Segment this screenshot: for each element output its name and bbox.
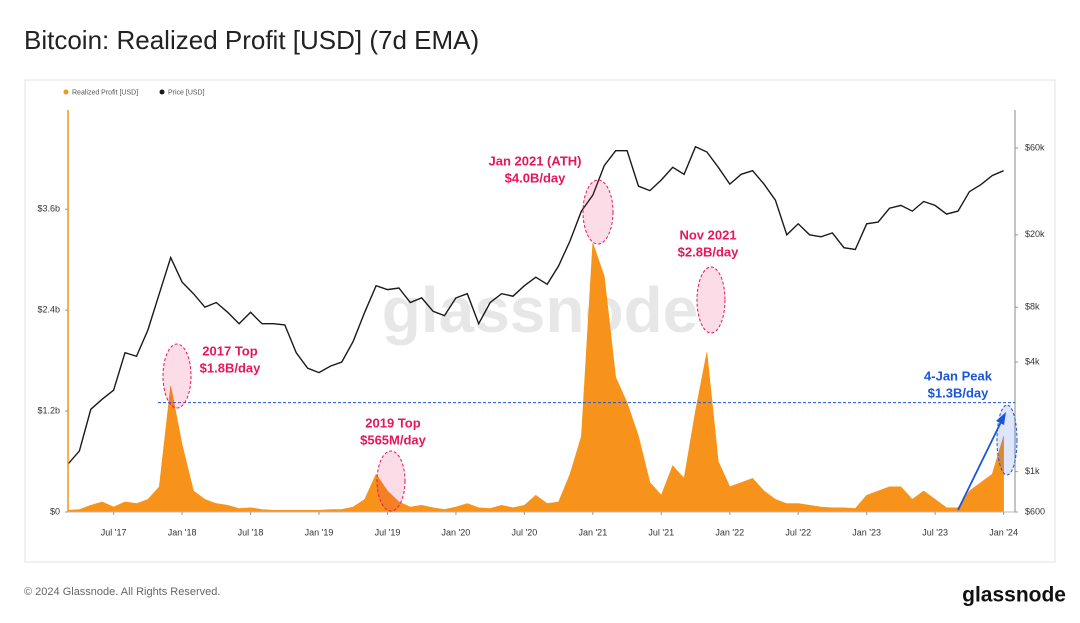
profit-area: [67, 242, 1004, 513]
annotation-ellipse: [582, 179, 614, 245]
annotation-text: $1.8B/day: [200, 360, 261, 375]
x-tick-label: Jul '20: [512, 527, 538, 537]
x-tick-label: Jul '18: [238, 527, 264, 537]
y-tick-label: $1.2b: [37, 405, 60, 415]
x-tick-label: Jan '21: [578, 527, 607, 537]
annotation-text: 4-Jan Peak: [924, 368, 993, 383]
annotation-ellipse: [996, 404, 1018, 476]
y2-tick-label: $8k: [1025, 302, 1040, 312]
copyright: © 2024 Glassnode. All Rights Reserved.: [24, 586, 220, 598]
annotation-text: $4.0B/day: [505, 170, 566, 185]
annotation-text: Jan 2021 (ATH): [489, 153, 582, 168]
annotation-arrowhead: [996, 412, 1006, 425]
annotation-text: $2.8B/day: [678, 244, 739, 259]
x-tick-label: Jan '19: [305, 527, 334, 537]
y-tick-label: $0: [50, 506, 60, 516]
legend-swatch: [63, 89, 69, 95]
annotation-arrow: [957, 421, 1002, 511]
x-tick-label: Jan '23: [852, 527, 881, 537]
annotation-text: Nov 2021: [679, 227, 736, 242]
legend-swatch: [159, 89, 165, 95]
y2-tick-label: $20k: [1025, 229, 1045, 239]
x-tick-label: Jan '22: [715, 527, 744, 537]
y2-tick-label: $4k: [1025, 356, 1040, 366]
watermark: glassnode: [382, 274, 699, 346]
legend-label: Realized Profit [USD]: [72, 89, 138, 96]
x-tick-label: Jul '17: [101, 527, 127, 537]
x-tick-label: Jul '23: [922, 527, 948, 537]
x-tick-label: Jan '24: [989, 527, 1018, 537]
chart-title: Bitcoin: Realized Profit [USD] (7d EMA): [24, 25, 479, 55]
annotation-text: 2019 Top: [365, 415, 420, 430]
y-tick-label: $2.4b: [37, 305, 60, 315]
annotation-ellipse: [376, 450, 406, 512]
y2-tick-label: $60k: [1025, 142, 1045, 152]
footer-logo: glassnode: [962, 584, 1066, 607]
y2-tick-label: $600: [1025, 506, 1045, 516]
x-tick-label: Jul '19: [375, 527, 401, 537]
y-tick-label: $3.6b: [37, 204, 60, 214]
annotation-text: 2017 Top: [202, 343, 257, 358]
annotation-text: $1.3B/day: [928, 385, 989, 400]
x-tick-label: Jan '18: [168, 527, 197, 537]
annotation-text: $565M/day: [360, 432, 427, 447]
x-tick-label: Jan '20: [442, 527, 471, 537]
x-tick-label: Jul '21: [648, 527, 674, 537]
price-line: [67, 145, 1004, 465]
chart-frame: [24, 79, 1056, 563]
y2-tick-label: $1k: [1025, 466, 1040, 476]
legend-label: Price [USD]: [168, 89, 205, 96]
annotation-ellipse: [696, 266, 726, 334]
x-tick-label: Jul '22: [785, 527, 811, 537]
annotation-ellipse: [162, 343, 192, 409]
